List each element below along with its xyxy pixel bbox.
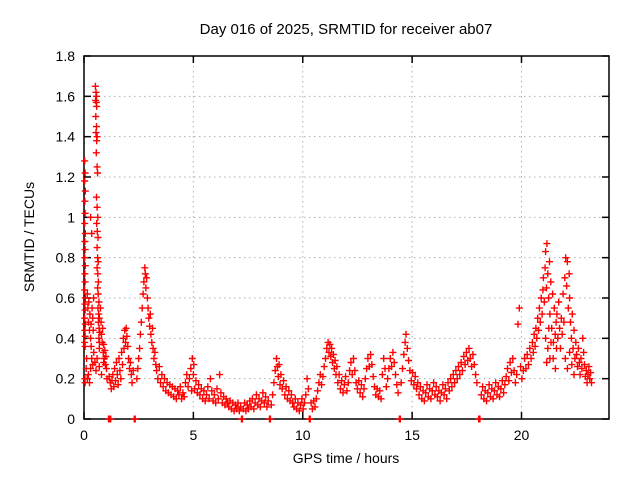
y-tick-label: 1.4 <box>56 129 76 145</box>
y-tick-label: 0 <box>67 411 75 427</box>
x-tick-label: 20 <box>514 427 530 443</box>
x-tick-label: 0 <box>80 427 88 443</box>
y-axis-label: SRMTID / TECUs <box>21 182 37 292</box>
y-tick-label: 0.6 <box>56 290 76 306</box>
y-tick-label: 0.4 <box>56 330 76 346</box>
y-tick-label: 0.8 <box>56 250 76 266</box>
x-tick-label: 15 <box>404 427 420 443</box>
grid-lines <box>84 56 609 419</box>
x-tick-label: 10 <box>295 427 311 443</box>
scatter-points <box>81 82 595 423</box>
plot-border <box>83 55 610 420</box>
plus-marker-path <box>81 82 595 423</box>
y-tick-label: 1.8 <box>56 48 76 64</box>
chart-title: Day 016 of 2025, SRMTID for receiver ab0… <box>200 21 493 38</box>
x-axis-label: GPS time / hours <box>293 450 400 466</box>
y-tick-label: 0.2 <box>56 371 76 387</box>
x-tick-label: 5 <box>189 427 197 443</box>
tick-labels: 0 5 10 15 20 0 0.2 0.4 0.6 0.8 1 1.2 1.4 1.6 1.8 <box>56 48 530 443</box>
y-tick-label: 1.6 <box>56 88 76 104</box>
y-tick-label: 1 <box>67 209 75 225</box>
y-tick-label: 1.2 <box>56 169 76 185</box>
